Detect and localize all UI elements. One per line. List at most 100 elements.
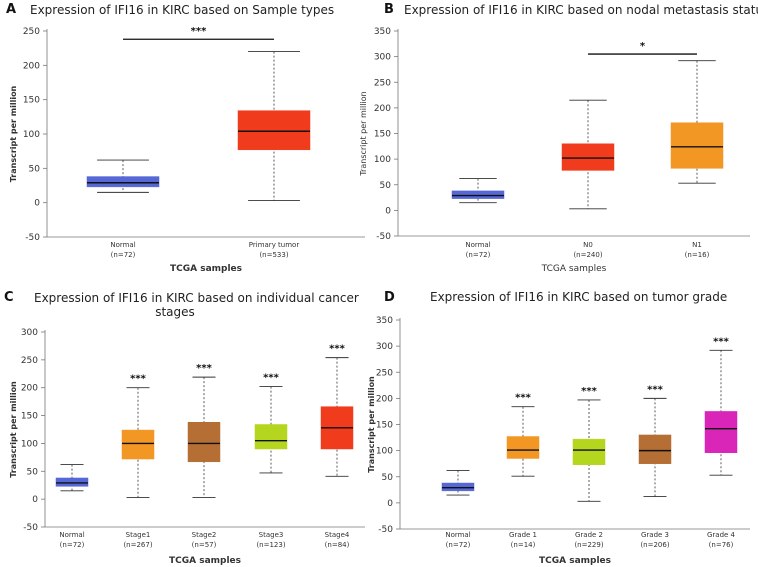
- y-tick-label: 350: [374, 27, 391, 37]
- box-n1: N1 (n=16): [670, 60, 724, 259]
- y-tick-label: -50: [25, 233, 40, 243]
- category-label: Stage4: [325, 531, 350, 539]
- y-tick-label: -50: [23, 523, 38, 533]
- x-axis-label: TCGA samples: [169, 556, 241, 566]
- y-tick-label: 300: [376, 342, 393, 352]
- category-label: Stage1: [126, 531, 151, 539]
- y-tick-label: 200: [374, 104, 391, 114]
- category-n-label: (n=16): [685, 251, 710, 259]
- category-n-label: (n=76): [709, 541, 734, 549]
- category-label: Normal: [445, 531, 470, 539]
- category-label: Primary tumor: [249, 241, 300, 249]
- box-normal: Normal (n=72): [441, 470, 475, 549]
- y-tick-label: 300: [21, 328, 38, 338]
- category-n-label: (n=72): [466, 251, 491, 259]
- x-axis-label: TCGA samples: [170, 264, 242, 274]
- y-tick-label: 300: [374, 53, 391, 63]
- chart-title: Expression of IFI16 in KIRC based on Sam…: [30, 3, 334, 17]
- category-label: Normal: [59, 531, 84, 539]
- y-tick-label: 100: [21, 439, 38, 449]
- y-tick-label: 200: [376, 394, 393, 404]
- category-n-label: (n=267): [123, 541, 152, 549]
- y-tick-label: 50: [29, 164, 41, 174]
- y-axis-label: Transcript per million: [359, 91, 368, 176]
- box-n0: N0 (n=240): [561, 99, 615, 259]
- y-tick-label: 50: [27, 467, 39, 477]
- y-tick-label: 250: [23, 27, 40, 37]
- category-label: Stage2: [192, 531, 217, 539]
- category-label: Normal: [465, 241, 490, 249]
- iqr-box: [704, 411, 738, 453]
- box-normal: Normal (n=72): [86, 159, 160, 259]
- y-tick-label: 250: [21, 356, 38, 366]
- category-n-label: (n=240): [573, 251, 602, 259]
- chart-title: Expression of IFI16 in KIRC based on nod…: [404, 3, 758, 17]
- iqr-box: [187, 422, 221, 463]
- category-n-label: (n=84): [325, 541, 350, 549]
- significance-label: ***: [263, 373, 279, 384]
- iqr-box: [561, 143, 615, 171]
- category-label: Stage3: [259, 531, 284, 539]
- category-label: Grade 3: [641, 531, 669, 539]
- y-tick-label: 150: [23, 96, 40, 106]
- box-stage3: Stage3 (n=123) ***: [254, 373, 288, 549]
- box-normal: Normal (n=72): [55, 464, 89, 549]
- category-label: Grade 4: [707, 531, 736, 539]
- category-label: Normal: [110, 241, 135, 249]
- significance-label: ***: [130, 374, 146, 385]
- iqr-box: [506, 436, 540, 459]
- category-n-label: (n=206): [640, 541, 669, 549]
- y-tick-label: 0: [387, 499, 393, 509]
- category-label: N1: [692, 241, 702, 249]
- category-n-label: (n=57): [192, 541, 217, 549]
- y-tick-label: 0: [32, 495, 38, 505]
- y-tick-label: 50: [380, 181, 392, 191]
- box-stage2: Stage2 (n=57) ***: [187, 363, 221, 549]
- y-tick-label: 250: [376, 368, 393, 378]
- panel-letter: C: [4, 290, 14, 305]
- y-tick-label: 100: [374, 155, 391, 165]
- category-n-label: (n=229): [574, 541, 603, 549]
- chart-title: Expression of IFI16 in KIRC based on ind…: [34, 291, 359, 305]
- significance-label: ***: [647, 384, 663, 395]
- y-tick-label: 150: [376, 421, 393, 431]
- panel-d: D Expression of IFI16 in KIRC based on tu…: [367, 290, 750, 566]
- box-stage1: Stage1 (n=267) ***: [121, 374, 155, 549]
- y-tick-label: 0: [385, 206, 391, 216]
- y-tick-label: 350: [376, 316, 393, 326]
- y-tick-label: -50: [378, 525, 393, 535]
- chart-title: Expression of IFI16 in KIRC based on tum…: [430, 290, 727, 304]
- category-n-label: (n=72): [60, 541, 85, 549]
- category-n-label: (n=533): [259, 251, 288, 259]
- y-tick-label: 50: [382, 473, 394, 483]
- box-normal: Normal (n=72): [451, 178, 505, 259]
- iqr-box: [572, 438, 606, 465]
- y-tick-label: 0: [34, 199, 40, 209]
- significance-label: ***: [196, 363, 212, 374]
- panel-letter: D: [384, 290, 395, 305]
- category-n-label: (n=72): [111, 251, 136, 259]
- y-tick-label: 250: [374, 78, 391, 88]
- box-stage4: Stage4 (n=84) ***: [320, 344, 354, 549]
- category-label: Grade 1: [509, 531, 537, 539]
- box-grade-3: Grade 3 (n=206) ***: [638, 384, 672, 549]
- y-tick-label: 100: [23, 130, 40, 140]
- category-label: N0: [583, 241, 593, 249]
- panel-b: B Expression of IFI16 in KIRC based on no…: [359, 2, 758, 274]
- category-n-label: (n=14): [511, 541, 536, 549]
- significance-label: ***: [713, 336, 729, 347]
- y-axis-label: Transcript per million: [9, 381, 18, 478]
- category-n-label: (n=72): [446, 541, 471, 549]
- box-grade-2: Grade 2 (n=229) ***: [572, 386, 606, 549]
- significance-label: ***: [581, 386, 597, 397]
- iqr-box: [86, 176, 160, 188]
- y-tick-label: 150: [374, 130, 391, 140]
- iqr-box: [254, 424, 288, 450]
- iqr-box: [237, 110, 311, 151]
- significance-label: ***: [515, 393, 531, 404]
- y-tick-label: 200: [23, 61, 40, 71]
- y-axis-label: Transcript per million: [9, 85, 18, 182]
- chart-title-line2: stages: [155, 305, 195, 319]
- significance-label: *: [640, 41, 646, 52]
